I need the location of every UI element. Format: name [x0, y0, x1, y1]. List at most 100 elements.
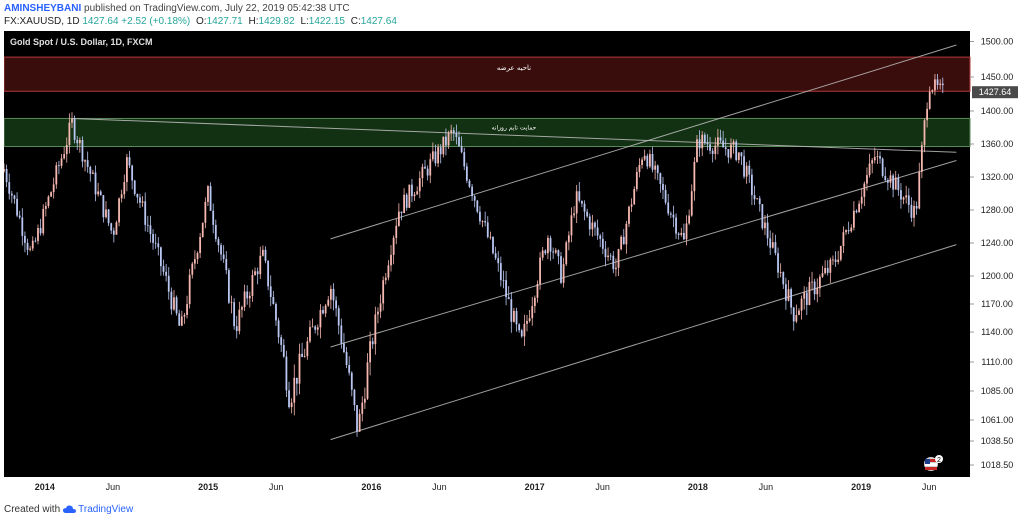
candle-body [29, 248, 32, 250]
candle-body [798, 310, 800, 316]
candle-body [42, 208, 45, 234]
candle-body [332, 288, 335, 301]
candle-body [8, 182, 11, 194]
candle-body [288, 390, 290, 408]
candle-body [834, 259, 837, 262]
candle-body [220, 245, 222, 255]
candle-body [416, 191, 419, 195]
candle-body [716, 137, 719, 146]
x-tick-label: 2019 [851, 482, 871, 492]
candle-body [447, 132, 450, 146]
candle-body [554, 250, 557, 253]
price-axis[interactable] [970, 31, 1020, 495]
candle-body [204, 201, 207, 223]
candle-body [649, 153, 651, 167]
change-value: +2.52 (+0.18%) [121, 16, 191, 27]
candle-body [343, 343, 345, 353]
candle-body [824, 268, 827, 274]
y-axis-ticks: 1500.00 1450.00 1400.00 1360.00 1320.00 1280.… [970, 36, 1013, 470]
x-tick-label: Jun [432, 482, 447, 492]
candle-body [664, 189, 667, 203]
y-tick-label: 1110.00 [981, 357, 1012, 367]
candle-body [243, 291, 246, 308]
candle-body [615, 267, 617, 270]
candle-body [795, 315, 798, 322]
candle-body [873, 157, 876, 161]
candle-body [633, 189, 636, 205]
candle-body [782, 272, 785, 285]
candle-body [460, 146, 463, 153]
candle-body [397, 211, 400, 226]
candle-body [264, 249, 267, 261]
candle-body [178, 313, 181, 326]
candle-body [769, 238, 772, 248]
candle-body [748, 165, 751, 175]
y-tick-label: 1400.00 [981, 106, 1014, 116]
candle-body [821, 273, 824, 277]
candle-body [450, 130, 453, 133]
candle-body [902, 197, 905, 200]
candle-body [434, 151, 437, 164]
candle-body [886, 180, 889, 183]
candle-body [452, 130, 455, 133]
candle-body [437, 147, 439, 164]
candle-body [499, 263, 502, 281]
candle-body [191, 263, 194, 275]
trendline [330, 44, 957, 240]
candle-body [727, 149, 730, 158]
candle-body [225, 259, 228, 271]
candle-body [105, 209, 107, 218]
x-tick-label: 2017 [525, 482, 545, 492]
candle-body [123, 182, 126, 195]
candle-body [251, 274, 254, 296]
candle-body [617, 249, 620, 268]
candle-body [667, 202, 670, 214]
candle-body [936, 79, 939, 85]
candle-body [599, 235, 602, 239]
candle-body [539, 257, 541, 284]
candle-body [382, 280, 385, 304]
candle-body [361, 402, 364, 414]
candle-body [230, 302, 233, 303]
candle-body [709, 144, 711, 151]
y-tick-label: 1240.00 [981, 238, 1014, 248]
y-tick-label: 1140.00 [981, 327, 1013, 337]
candle-body [201, 222, 204, 238]
candle-body [157, 243, 160, 248]
created-with-text: Created with [4, 504, 61, 515]
candle-body [813, 281, 816, 295]
high-value: 1429.82 [258, 16, 295, 27]
trendline [330, 244, 957, 441]
candle-body [586, 211, 589, 217]
candle-body [345, 352, 348, 365]
candle-body [374, 314, 377, 345]
candle-body [309, 327, 311, 342]
candle-body [486, 222, 489, 238]
candle-body [531, 306, 534, 319]
candle-body [557, 250, 560, 257]
candle-body [852, 210, 855, 228]
candle-body [212, 210, 215, 225]
candle-body [363, 398, 366, 403]
time-axis[interactable] [4, 477, 970, 495]
candle-body [173, 297, 175, 310]
candle-body [484, 221, 487, 223]
candle-body [10, 193, 13, 196]
tradingview-brand[interactable]: TradingView [78, 504, 134, 515]
events-flag-icon[interactable]: 2 [924, 455, 943, 471]
svg-text:2: 2 [937, 457, 941, 464]
candle-body [541, 250, 544, 258]
candle-body [635, 172, 638, 190]
ohlc-header: FX:XAUUSD, 1D 1427.64 +2.52 (+0.18%) O:1… [4, 16, 397, 27]
plot-background [4, 31, 970, 477]
candle-body [408, 184, 411, 208]
open-label: O: [196, 16, 207, 27]
candle-body [622, 236, 625, 245]
candle-body [280, 337, 283, 345]
candle-body [118, 198, 120, 223]
author-name[interactable]: AMINSHEYBANI [4, 3, 82, 14]
resistance-zone [4, 56, 971, 92]
